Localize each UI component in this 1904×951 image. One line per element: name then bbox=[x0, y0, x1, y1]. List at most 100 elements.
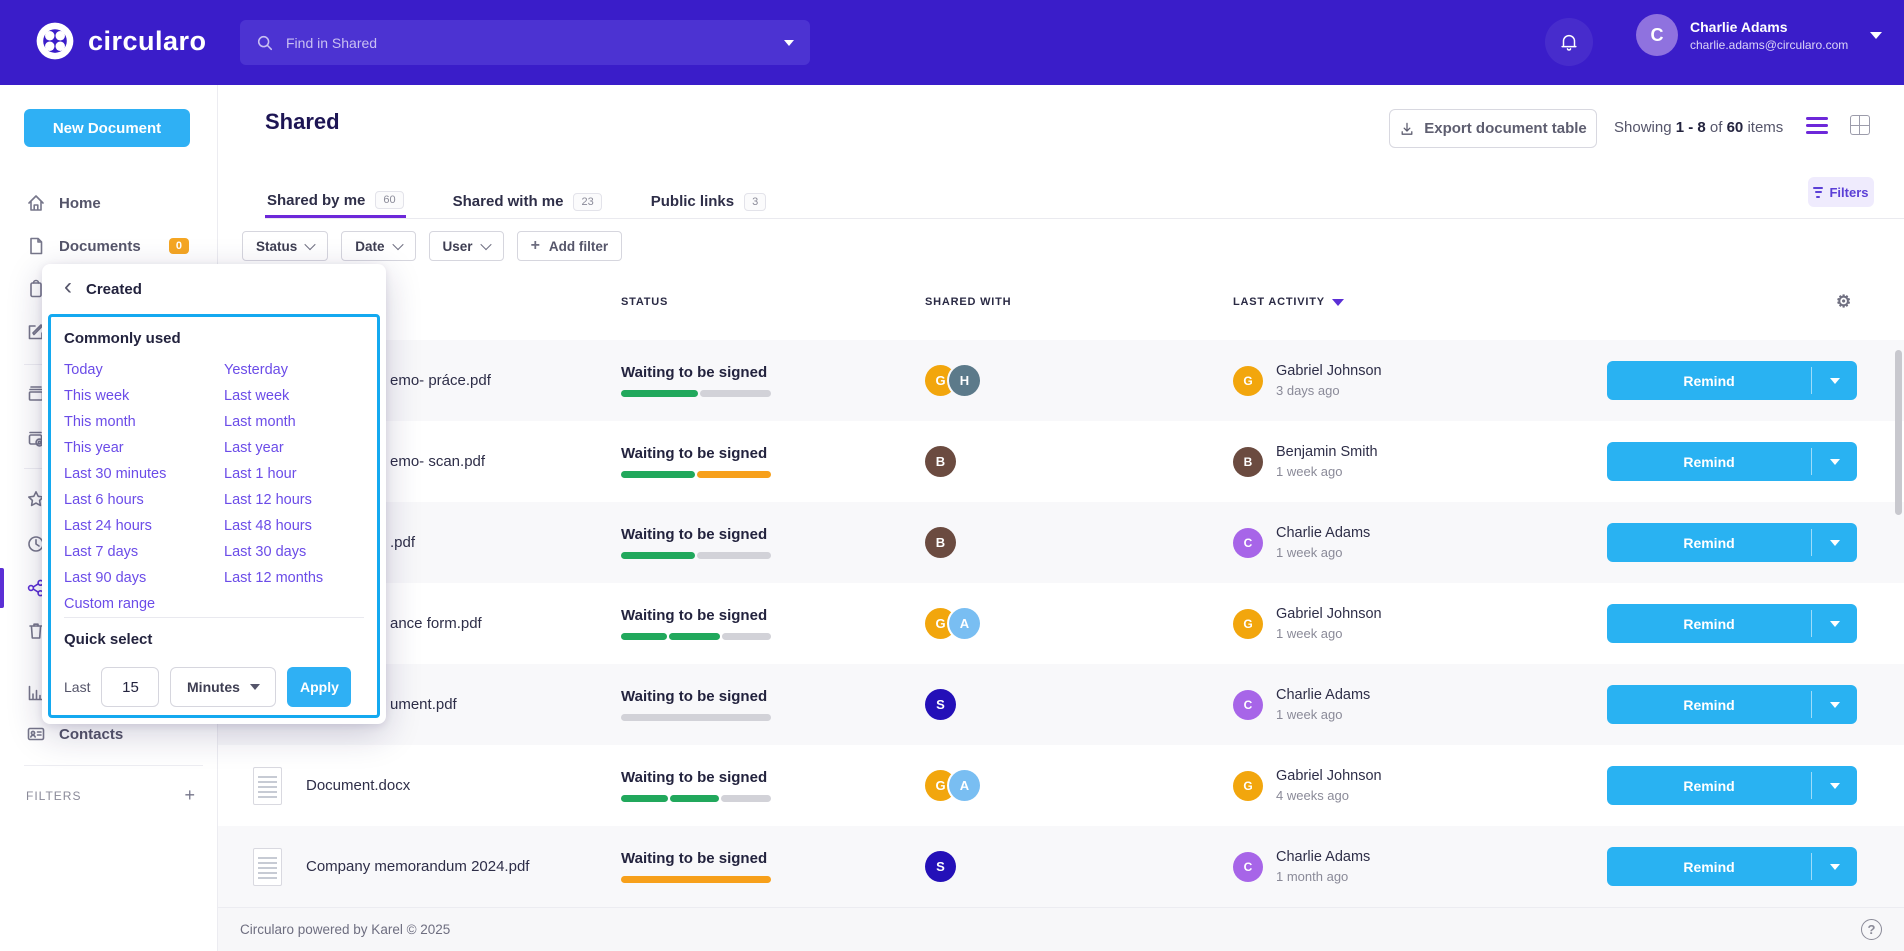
apply-button[interactable]: Apply bbox=[287, 667, 352, 707]
table-row[interactable]: ance form.pdf Waiting to be signed G A G Gabr… bbox=[218, 583, 1904, 664]
sidebar-divider bbox=[24, 765, 203, 766]
document-name[interactable]: Document.docx bbox=[306, 777, 411, 794]
user-menu[interactable]: C Charlie Adams charlie.adams@circularo.… bbox=[1636, 14, 1883, 56]
column-header-shared-with[interactable]: SHARED WITH bbox=[925, 296, 1012, 308]
grid-view-icon[interactable] bbox=[1850, 115, 1870, 135]
remind-button[interactable]: Remind bbox=[1607, 766, 1811, 805]
date-option-last-30-minutes[interactable]: Last 30 minutes bbox=[64, 466, 167, 482]
quick-select-heading: Quick select bbox=[64, 631, 153, 648]
date-option-last-12-hours[interactable]: Last 12 hours bbox=[224, 492, 312, 508]
add-filter-chip[interactable]: + Add filter bbox=[516, 231, 623, 261]
filter-chip-status[interactable]: Status bbox=[242, 231, 329, 261]
progress-segment-gray bbox=[621, 714, 771, 721]
date-option-last-month[interactable]: Last month bbox=[224, 414, 296, 430]
brand-logo[interactable]: circularo bbox=[34, 20, 207, 62]
sidebar-item-templates[interactable] bbox=[0, 420, 217, 456]
document-name[interactable]: Company memorandum 2024.pdf bbox=[306, 858, 530, 875]
table-row[interactable]: Document.docx Waiting to be signed G A G Gabr… bbox=[218, 745, 1904, 826]
filter-chip-user[interactable]: User bbox=[428, 231, 504, 261]
remind-button[interactable]: Remind bbox=[1607, 361, 1811, 400]
add-filter-label: Add filter bbox=[548, 238, 609, 254]
date-option-last-24-hours[interactable]: Last 24 hours bbox=[64, 518, 152, 534]
tab-public-links[interactable]: Public links 3 bbox=[649, 181, 768, 218]
sidebar-item-reports[interactable] bbox=[0, 675, 217, 711]
back-chevron-icon[interactable]: ‹ bbox=[64, 273, 72, 300]
remind-split-button: Remind bbox=[1607, 523, 1857, 562]
date-option-this-month[interactable]: This month bbox=[64, 414, 136, 430]
export-document-table-button[interactable]: Export document table bbox=[1389, 109, 1597, 148]
document-name[interactable]: ance form.pdf bbox=[390, 615, 482, 632]
remind-dropdown-button[interactable] bbox=[1812, 361, 1857, 400]
global-search[interactable] bbox=[240, 20, 810, 65]
date-links: Today This week This month This year Last 30… bbox=[51, 357, 377, 619]
document-name[interactable]: .pdf bbox=[390, 534, 416, 551]
vertical-scrollbar[interactable] bbox=[1895, 350, 1902, 515]
date-option-last-48-hours[interactable]: Last 48 hours bbox=[224, 518, 312, 534]
sidebar-item-trash[interactable] bbox=[0, 613, 217, 649]
date-option-last-12-months[interactable]: Last 12 months bbox=[224, 570, 324, 586]
table-row[interactable]: emo- práce.pdf Waiting to be signed G H G Gab… bbox=[218, 340, 1904, 421]
tab-shared-with-me[interactable]: Shared with me 23 bbox=[451, 181, 604, 218]
date-option-last-week[interactable]: Last week bbox=[224, 388, 290, 404]
table-row[interactable]: Company memorandum 2024.pdf Waiting to be… bbox=[218, 826, 1904, 907]
date-option-custom-range[interactable]: Custom range bbox=[64, 596, 156, 612]
quick-select-value-input[interactable] bbox=[101, 667, 160, 707]
date-option-last-6-hours[interactable]: Last 6 hours bbox=[64, 492, 144, 508]
column-header-last-activity[interactable]: LAST ACTIVITY bbox=[1233, 296, 1344, 308]
date-option-last-30-days[interactable]: Last 30 days bbox=[224, 544, 307, 560]
table-row[interactable]: .pdf Waiting to be signed B C Charlie Adams 1… bbox=[218, 502, 1904, 583]
date-option-last-year[interactable]: Last year bbox=[224, 440, 284, 456]
remind-button[interactable]: Remind bbox=[1607, 847, 1811, 886]
table-row[interactable]: emo- scan.pdf Waiting to be signed B B Benja… bbox=[218, 421, 1904, 502]
date-option-this-year[interactable]: This year bbox=[64, 440, 124, 456]
sidebar-item-home[interactable]: Home bbox=[0, 185, 217, 221]
shared-with-cell: B bbox=[925, 527, 1233, 558]
remind-button[interactable]: Remind bbox=[1607, 523, 1811, 562]
sidebar-item-contacts[interactable]: Contacts bbox=[0, 716, 217, 752]
table-row[interactable]: ument.pdf Waiting to be signed S C Charlie A… bbox=[218, 664, 1904, 745]
list-view-icon[interactable] bbox=[1806, 116, 1828, 134]
circularo-logo-icon bbox=[36, 22, 74, 60]
remind-dropdown-button[interactable] bbox=[1812, 766, 1857, 805]
activity-meta: Gabriel Johnson 1 week ago bbox=[1276, 606, 1382, 641]
status-cell: Waiting to be signed bbox=[621, 607, 925, 640]
date-option-yesterday[interactable]: Yesterday bbox=[224, 362, 288, 378]
activity-avatar: C bbox=[1233, 689, 1263, 720]
sidebar-item-documents[interactable]: Documents 0 bbox=[0, 228, 217, 264]
add-filter-plus-icon[interactable]: + bbox=[184, 785, 195, 805]
remind-button[interactable]: Remind bbox=[1607, 685, 1811, 724]
table-settings-gear-icon[interactable]: ⚙ bbox=[1835, 292, 1852, 311]
sidebar-item-checkout[interactable] bbox=[0, 271, 217, 307]
search-input[interactable] bbox=[286, 34, 764, 51]
action-cell: Remind bbox=[1607, 523, 1904, 562]
action-cell: Remind bbox=[1607, 361, 1904, 400]
remind-dropdown-button[interactable] bbox=[1812, 604, 1857, 643]
document-name[interactable]: emo- scan.pdf bbox=[390, 453, 486, 470]
remind-button[interactable]: Remind bbox=[1607, 442, 1811, 481]
notifications-button[interactable] bbox=[1545, 18, 1593, 66]
remind-dropdown-button[interactable] bbox=[1812, 442, 1857, 481]
date-option-today[interactable]: Today bbox=[64, 362, 103, 378]
date-option-this-week[interactable]: This week bbox=[64, 388, 130, 404]
new-document-button[interactable]: New Document bbox=[24, 109, 190, 147]
date-option-last-7-days[interactable]: Last 7 days bbox=[64, 544, 139, 560]
sidebar-item-favorites[interactable] bbox=[0, 481, 217, 517]
tab-bar: Shared by me 60 Shared with me 23 Public lin… bbox=[265, 181, 1904, 219]
sidebar-item-shared[interactable] bbox=[0, 568, 217, 608]
remind-dropdown-button[interactable] bbox=[1812, 847, 1857, 886]
document-name[interactable]: emo- práce.pdf bbox=[390, 372, 491, 389]
filters-button[interactable]: Filters bbox=[1808, 177, 1874, 207]
document-name[interactable]: ument.pdf bbox=[390, 696, 457, 713]
remind-dropdown-button[interactable] bbox=[1812, 685, 1857, 724]
unit-select[interactable]: Minutes bbox=[170, 667, 277, 707]
column-header-status[interactable]: STATUS bbox=[621, 296, 669, 308]
help-button[interactable]: ? bbox=[1861, 919, 1882, 940]
filter-chip-date[interactable]: Date bbox=[341, 231, 416, 261]
remind-button[interactable]: Remind bbox=[1607, 604, 1811, 643]
sidebar-filters-section: FILTERS + bbox=[26, 785, 195, 805]
remind-dropdown-button[interactable] bbox=[1812, 523, 1857, 562]
date-option-last-90-days[interactable]: Last 90 days bbox=[64, 570, 147, 586]
tab-shared-by-me[interactable]: Shared by me 60 bbox=[265, 181, 406, 218]
date-option-last-1-hour[interactable]: Last 1 hour bbox=[224, 466, 297, 482]
search-scope-dropdown-icon[interactable] bbox=[784, 39, 794, 46]
